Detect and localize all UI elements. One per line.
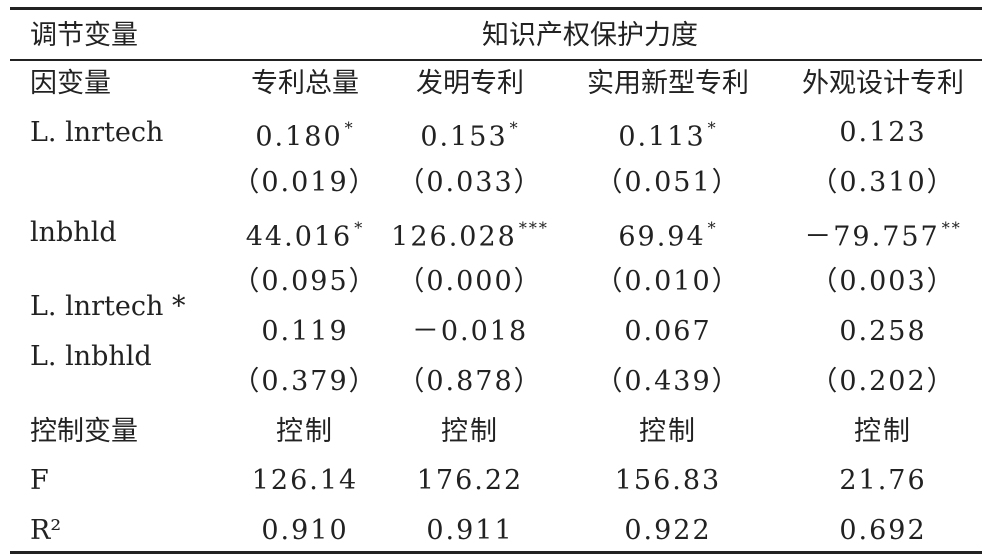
- cell-value: 控制: [276, 416, 334, 447]
- cell-value: （0.010）: [595, 266, 741, 297]
- cell-value: 176.22: [416, 465, 524, 496]
- table-cell: 0.153 *: [420, 112, 519, 155]
- table-cell: （0.095）: [232, 265, 377, 299]
- cell-value: （0.003）: [810, 266, 956, 297]
- table-cell: （0.310）: [810, 166, 955, 200]
- cell-value: （0.439）: [595, 366, 741, 397]
- significance-stars: ***: [518, 218, 549, 238]
- cell-value: 控制: [639, 416, 697, 447]
- table-cell: （0.033）: [397, 166, 542, 200]
- table-cell: （0.202）: [810, 365, 955, 399]
- table-cell: －79.757 **: [804, 212, 961, 255]
- cell-value: 126.028: [391, 221, 517, 253]
- significance-stars: *: [509, 118, 520, 138]
- table-cell: 0.911: [426, 514, 513, 548]
- table-cell: （0.439）: [595, 365, 740, 399]
- table-cell: 44.016 *: [246, 212, 364, 255]
- cell-value: 0.153: [420, 121, 508, 153]
- column-header: 外观设计专利: [802, 68, 964, 99]
- significance-stars: *: [707, 118, 718, 138]
- cell-value: 0.258: [839, 316, 927, 347]
- column-header: 实用新型专利: [587, 68, 749, 99]
- table-cell: （0.379）: [232, 365, 377, 399]
- cell-value: 156.83: [614, 465, 722, 496]
- significance-stars: *: [707, 218, 718, 238]
- row-label: L. lnrtech: [30, 117, 164, 148]
- top-rule: [10, 7, 982, 10]
- cell-value: 21.76: [839, 465, 927, 496]
- cell-value: 44.016: [245, 221, 353, 253]
- table-cell: 控制: [639, 415, 697, 449]
- cell-value: （0.379）: [232, 366, 378, 397]
- table-cell: 126.028 ***: [391, 212, 549, 255]
- table-cell: 0.692: [839, 514, 926, 548]
- row-label: L. lnrtech *: [30, 291, 186, 322]
- table-cell: （0.000）: [397, 265, 542, 299]
- cell-value: （0.019）: [232, 167, 378, 198]
- table-cell: 0.113 *: [618, 112, 717, 155]
- column-header: 专利总量: [251, 68, 359, 99]
- cell-value: （0.095）: [232, 266, 378, 297]
- header-cell: 知识产权保护力度: [482, 20, 698, 51]
- table-cell: 0.922: [624, 514, 711, 548]
- table-cell: 0.180 *: [255, 112, 354, 155]
- table-cell: （0.878）: [397, 365, 542, 399]
- table-cell: （0.010）: [595, 265, 740, 299]
- cell-value: 0.123: [839, 117, 927, 148]
- cell-value: 0.911: [426, 515, 514, 546]
- cell-value: 0.910: [261, 515, 349, 546]
- significance-stars: *: [344, 118, 355, 138]
- cell-value: 0.113: [618, 121, 706, 153]
- table-cell: 0.910: [261, 514, 348, 548]
- table-cell: 126.14: [252, 464, 358, 498]
- table-cell: 0.258: [839, 315, 926, 349]
- cell-value: 0.067: [624, 316, 712, 347]
- cell-value: （0.033）: [397, 167, 543, 198]
- bottom-rule: [10, 551, 982, 554]
- table-cell: 0.067: [624, 315, 711, 349]
- header-cell: 调节变量: [30, 20, 138, 51]
- table-cell: 176.22: [417, 464, 523, 498]
- table-cell: 156.83: [615, 464, 721, 498]
- table-cell: （0.019）: [232, 166, 377, 200]
- cell-value: 0.180: [255, 121, 343, 153]
- cell-value: （0.202）: [810, 366, 956, 397]
- cell-value: 0.119: [261, 316, 349, 347]
- header-rule: [10, 59, 982, 61]
- table-cell: 控制: [441, 415, 499, 449]
- cell-value: 0.692: [839, 515, 927, 546]
- cell-value: 126.14: [251, 465, 359, 496]
- cell-value: －79.757: [804, 221, 940, 253]
- table-cell: 控制: [276, 415, 334, 449]
- column-header: 发明专利: [416, 68, 524, 99]
- table-cell: 21.76: [839, 464, 926, 498]
- column-header: 因变量: [30, 68, 111, 99]
- table-cell: 控制: [854, 415, 912, 449]
- cell-value: 控制: [854, 416, 912, 447]
- table-cell: －0.018: [412, 315, 528, 349]
- cell-value: （0.310）: [810, 167, 956, 198]
- table-cell: （0.051）: [595, 166, 740, 200]
- table-cell: （0.003）: [810, 265, 955, 299]
- cell-value: －0.018: [411, 316, 529, 347]
- significance-stars: *: [354, 218, 365, 238]
- cell-value: （0.051）: [595, 167, 741, 198]
- cell-value: 69.94: [618, 221, 706, 253]
- cell-value: （0.878）: [397, 366, 543, 397]
- row-label: L. lnbhld: [30, 341, 152, 372]
- table-cell: 69.94 *: [618, 212, 717, 255]
- cell-value: 控制: [441, 416, 499, 447]
- cell-value: （0.000）: [397, 266, 543, 297]
- row-label: lnbhld: [30, 217, 117, 248]
- cell-value: 0.922: [624, 515, 712, 546]
- row-label: F: [30, 465, 49, 496]
- significance-stars: **: [941, 218, 962, 238]
- table-cell: 0.119: [261, 315, 348, 349]
- row-label: R²: [30, 515, 62, 546]
- row-label: 控制变量: [30, 416, 138, 447]
- table-cell: 0.123: [839, 116, 926, 150]
